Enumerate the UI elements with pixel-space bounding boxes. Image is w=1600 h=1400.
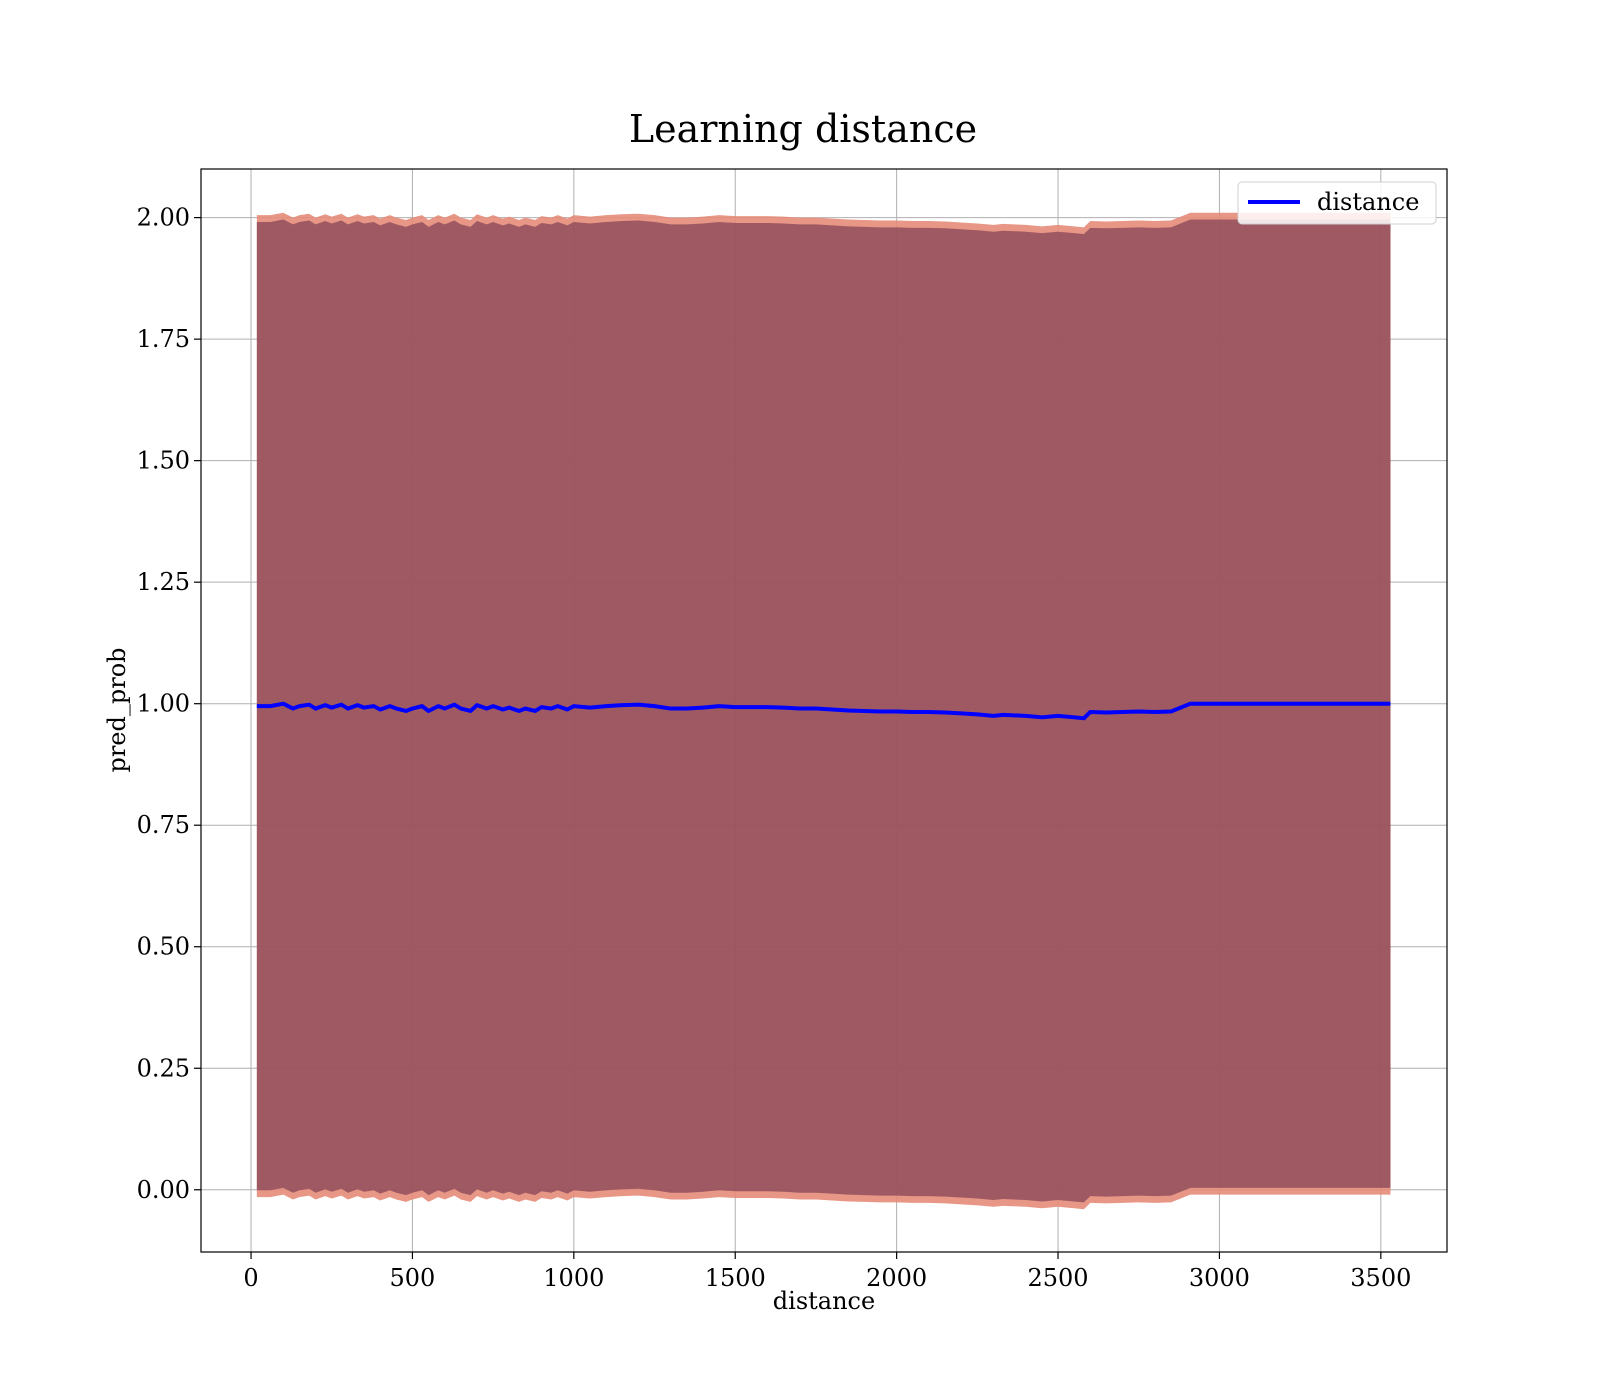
y-tick-label: 2.00 <box>137 204 190 232</box>
y-tick-label: 0.50 <box>137 933 190 961</box>
y-tick-label: 1.25 <box>137 568 190 596</box>
y-tick-label: 0.25 <box>137 1054 190 1082</box>
x-tick-label: 3500 <box>1350 1264 1411 1292</box>
x-tick-label: 1500 <box>705 1264 766 1292</box>
y-tick-label: 1.00 <box>137 690 190 718</box>
x-tick-label: 2500 <box>1027 1264 1088 1292</box>
x-tick-label: 3000 <box>1189 1264 1250 1292</box>
x-axis-label: distance <box>773 1287 875 1315</box>
y-tick-label: 1.75 <box>137 325 190 353</box>
y-axis-label: pred_prob <box>103 647 131 772</box>
x-tick-label: 0 <box>243 1264 258 1292</box>
x-axis-ticks: 0 500 1000 1500 2000 2500 3000 3500 <box>243 1252 1411 1292</box>
y-tick-label: 0.75 <box>137 811 190 839</box>
legend: distance <box>1238 182 1436 224</box>
y-tick-label: 0.00 <box>137 1176 190 1204</box>
x-tick-label: 1000 <box>543 1264 604 1292</box>
y-tick-label: 1.50 <box>137 447 190 475</box>
x-tick-label: 500 <box>390 1264 436 1292</box>
legend-label-distance: distance <box>1317 188 1419 216</box>
x-tick-label: 2000 <box>866 1264 927 1292</box>
chart-title: Learning distance <box>629 107 977 151</box>
y-axis-ticks: 0.00 0.25 0.50 0.75 1.00 1.25 1.50 1.75 2.00 <box>137 204 201 1204</box>
